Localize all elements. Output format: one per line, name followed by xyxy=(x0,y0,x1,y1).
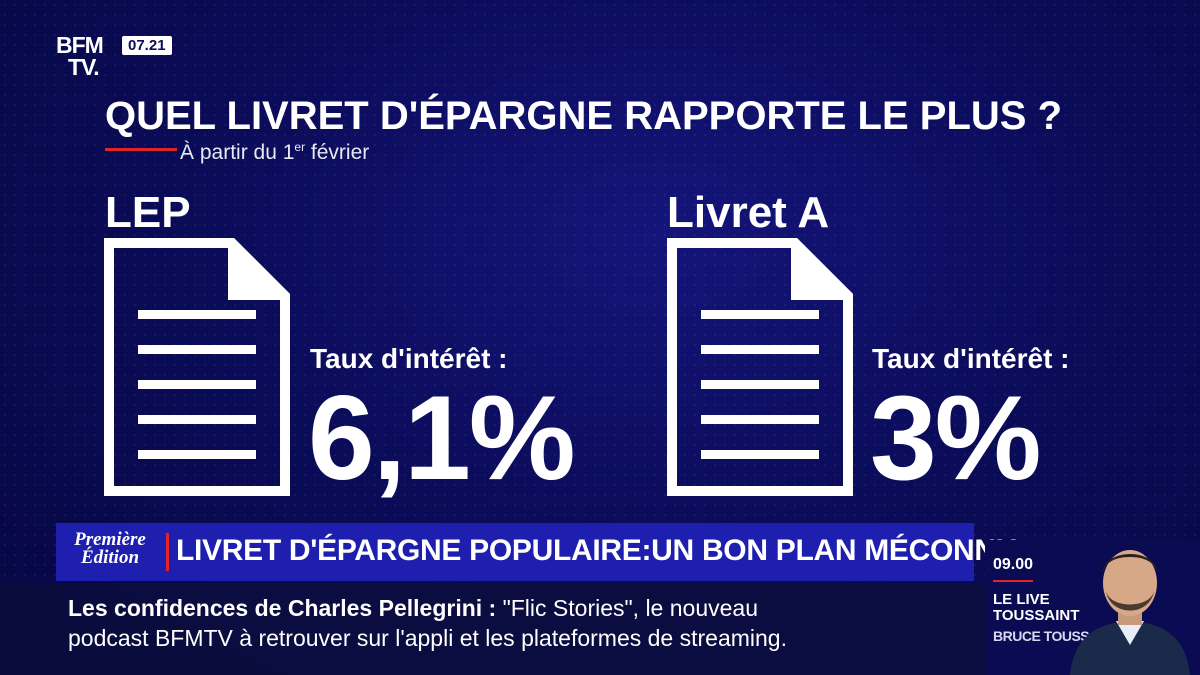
next-show-title: LE LIVE TOUSSAINT xyxy=(993,592,1079,624)
document-icon xyxy=(667,238,853,496)
rate-value-lep: 6,1% xyxy=(308,371,576,505)
next-show-time: 09.00 xyxy=(993,556,1034,573)
subtitle-suffix: février xyxy=(305,141,370,164)
badge-line-2: Édition xyxy=(80,547,140,568)
headline-text: LIVRET D'ÉPARGNE POPULAIRE:UN BON PLAN M… xyxy=(176,534,1018,567)
product-name-lep: LEP xyxy=(105,188,191,237)
title-accent-line xyxy=(105,148,177,151)
next-show-panel: 09.00 LE LIVE TOUSSAINT BRUCE TOUSSAINT xyxy=(985,540,1200,675)
subtitle: À partir du 1er février xyxy=(180,140,369,165)
show-badge: Première Édition xyxy=(60,529,160,568)
subtitle-sup: er xyxy=(294,140,306,154)
logo-line-1: BFM xyxy=(56,32,104,58)
badge-line-1: Première xyxy=(74,529,146,550)
logo-line-2: TV. xyxy=(68,54,100,80)
banner-separator xyxy=(166,533,169,571)
ticker-bold: Les confidences de Charles Pellegrini : xyxy=(68,595,497,621)
rate-label-livret-a: Taux d'intérêt : xyxy=(872,343,1070,374)
product-name-livret-a: Livret A xyxy=(667,188,830,237)
subtitle-prefix: À partir du 1 xyxy=(180,141,295,164)
news-ticker: Les confidences de Charles Pellegrini : … xyxy=(0,583,985,675)
show-title-line-2: TOUSSAINT xyxy=(993,607,1080,624)
clock-badge: 07.21 xyxy=(122,36,172,55)
host-portrait xyxy=(1070,550,1190,675)
show-title-line-1: LE LIVE xyxy=(993,591,1050,608)
headline-banner: Première Édition LIVRET D'ÉPARGNE POPULA… xyxy=(56,523,1017,581)
rate-label-lep: Taux d'intérêt : xyxy=(310,343,508,374)
ticker-rest: "Flic Stories", le nouveau xyxy=(496,595,758,621)
rate-value-livret-a: 3% xyxy=(870,371,1041,505)
ticker-line-1: Les confidences de Charles Pellegrini : … xyxy=(68,595,758,622)
page-title: QUEL LIVRET D'ÉPARGNE RAPPORTE LE PLUS ? xyxy=(105,94,1063,138)
channel-logo: BFM TV. xyxy=(56,32,104,80)
ticker-line-2: podcast BFMTV à retrouver sur l'appli et… xyxy=(68,625,787,651)
document-icon xyxy=(104,238,290,496)
next-show-accent xyxy=(993,580,1033,582)
